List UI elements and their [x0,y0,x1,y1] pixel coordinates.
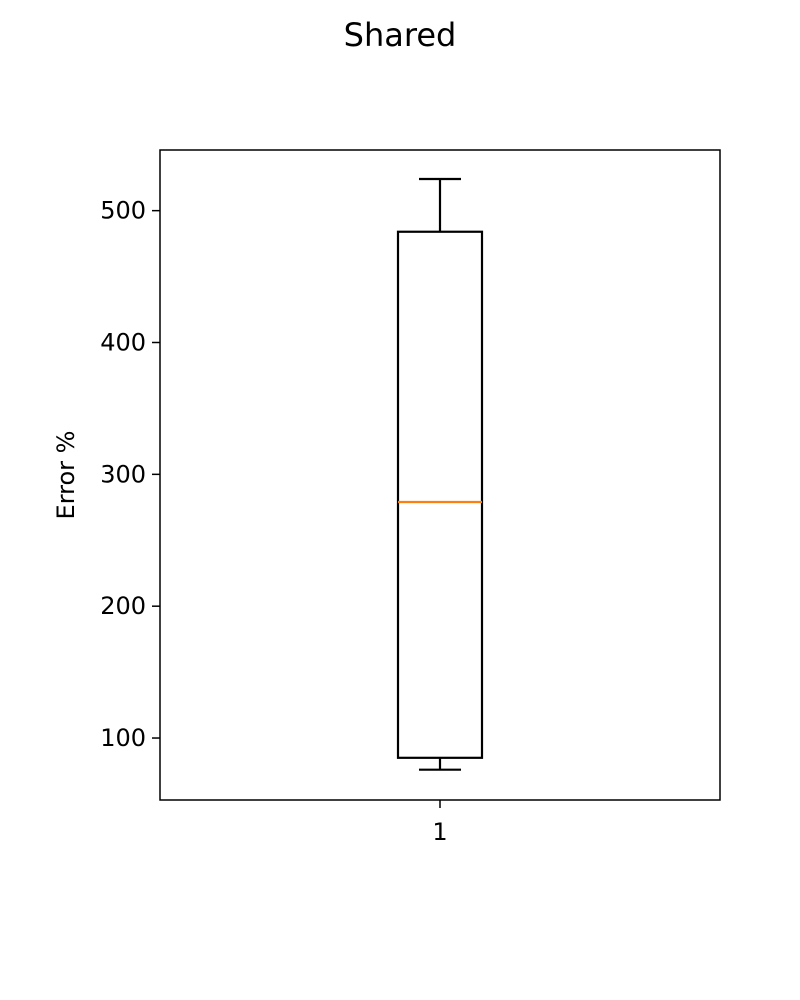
boxes-layer [396,177,484,771]
y-tick-label: 500 [100,197,146,225]
plot-area [159,149,721,801]
x-tick-label: 1 [432,818,447,846]
y-tick-label: 100 [100,724,146,752]
box-iqr [396,230,484,759]
y-tick-label: 300 [100,460,146,488]
y-axis-label: Error % [52,431,80,520]
box-group [396,177,484,771]
y-axis: 100 200 300 400 500 [100,197,160,752]
y-tick-label: 400 [100,328,146,356]
y-tick-label: 200 [100,592,146,620]
chart-title: Shared [344,16,457,54]
x-axis: 1 [432,800,448,846]
